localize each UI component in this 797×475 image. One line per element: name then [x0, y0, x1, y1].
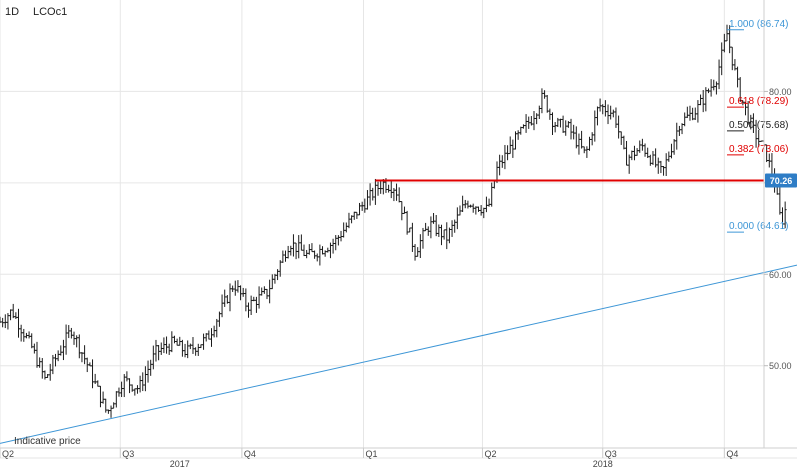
fib-level-label: 0.382 (73.06) [729, 144, 789, 155]
y-tick-label: 80.00 [769, 87, 792, 97]
x-axis-ticks: Q2 Q3 Q4 Q1 Q2 Q3 Q4 2017 2018 [0, 448, 738, 469]
ohlc-bar [783, 201, 787, 229]
x-year-label: 2018 [593, 459, 613, 469]
x-year-label: 2017 [170, 459, 190, 469]
x-tick-label: Q3 [605, 449, 617, 459]
x-tick-label: Q2 [2, 449, 14, 459]
fib-level-label: 0.500 (75.68) [729, 120, 789, 131]
y-tick-label: 50.00 [769, 361, 792, 371]
x-tick-label: Q4 [726, 449, 738, 459]
last-price-badge-bg [765, 173, 797, 188]
y-tick-label: 60.00 [769, 270, 792, 280]
fib-level-label: 0.618 (78.29) [729, 96, 789, 107]
trendline-layer [0, 264, 797, 444]
x-tick-label: Q4 [244, 449, 256, 459]
grid [0, 0, 764, 448]
indicative-price-note: Indicative price [14, 436, 81, 447]
fib-level-label: 0.000 (64.61) [729, 221, 789, 232]
x-tick-label: Q3 [122, 449, 134, 459]
x-tick-label: Q1 [365, 449, 377, 459]
trendline [0, 264, 797, 444]
fibonacci-levels: 1.000 (86.74) 0.618 (78.29) 0.500 (75.68) 0… [726, 19, 789, 233]
axes [0, 0, 797, 459]
timeframe-label[interactable]: 1D [5, 6, 20, 18]
last-price-badge: 70.26 [765, 173, 797, 188]
ohlc-bars [0, 24, 787, 418]
fib-level-label: 1.000 (86.74) [729, 19, 789, 30]
last-price-badge-label: 70.26 [770, 176, 793, 186]
symbol-label[interactable]: LCOc1 [33, 6, 68, 18]
x-tick-label: Q2 [484, 449, 496, 459]
